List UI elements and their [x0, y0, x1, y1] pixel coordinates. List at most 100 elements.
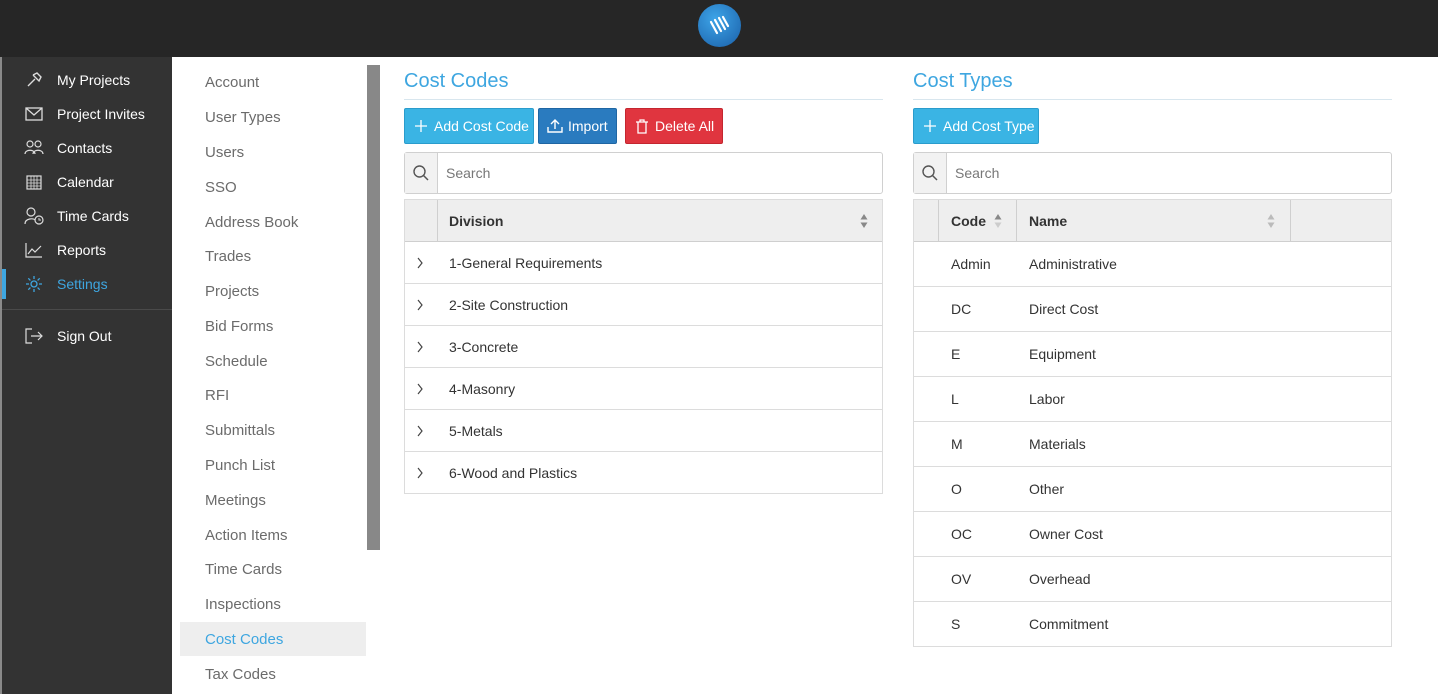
- chevron-right-icon[interactable]: [416, 326, 424, 367]
- sidebar-item-calendar[interactable]: Calendar: [2, 165, 172, 199]
- cost-type-name: Owner Cost: [1029, 526, 1103, 542]
- code-column-header[interactable]: Code: [951, 212, 986, 229]
- add-cost-type-label: Add Cost Type: [943, 118, 1035, 134]
- cost-types-title-rule: [913, 99, 1392, 100]
- settings-nav-item-sso[interactable]: SSO: [205, 178, 237, 196]
- sort-icon[interactable]: [1267, 213, 1275, 229]
- cost-type-name: Commitment: [1029, 616, 1109, 632]
- add-cost-code-button[interactable]: Add Cost Code: [404, 108, 534, 144]
- sidebar-item-label: Sign Out: [57, 328, 112, 344]
- cost-type-name: Materials: [1029, 436, 1086, 452]
- cost-type-code: S: [951, 616, 961, 632]
- sidebar-item-settings[interactable]: Settings: [2, 267, 172, 301]
- cost-type-code: O: [951, 481, 962, 497]
- division-row[interactable]: 1-General Requirements: [405, 242, 882, 284]
- settings-nav-item-cost-codes[interactable]: Cost Codes: [180, 622, 366, 656]
- delete-all-button[interactable]: Delete All: [625, 108, 723, 144]
- settings-nav-item-trades[interactable]: Trades: [205, 247, 252, 265]
- cost-type-code: DC: [951, 301, 972, 317]
- sidebar-item-label: Project Invites: [57, 106, 145, 122]
- import-button[interactable]: Import: [538, 108, 617, 144]
- settings-nav-item-tax-codes[interactable]: Tax Codes: [205, 665, 276, 683]
- app-logo[interactable]: [698, 4, 741, 47]
- upload-icon: [547, 118, 563, 134]
- settings-nav-item-account[interactable]: Account: [205, 73, 260, 91]
- cost-type-name: Other: [1029, 481, 1065, 497]
- settings-nav-item-user-types[interactable]: User Types: [205, 108, 281, 126]
- cost-type-row[interactable]: O Other: [914, 467, 1391, 512]
- settings-nav-item-submittals[interactable]: Submittals: [205, 421, 276, 439]
- cost-type-code: M: [951, 436, 963, 452]
- settings-nav-item-rfi[interactable]: RFI: [205, 386, 230, 404]
- cost-type-row[interactable]: Admin Administrative: [914, 242, 1391, 287]
- settings-nav-item-action-items[interactable]: Action Items: [205, 526, 288, 544]
- contacts-icon: [24, 138, 44, 158]
- settings-nav-item-punch-list[interactable]: Punch List: [205, 456, 276, 474]
- cost-type-row[interactable]: E Equipment: [914, 332, 1391, 377]
- header-divider: [938, 200, 939, 241]
- chevron-right-icon[interactable]: [416, 284, 424, 325]
- settings-nav-item-inspections[interactable]: Inspections: [205, 595, 281, 613]
- settings-nav-item-meetings[interactable]: Meetings: [205, 491, 266, 509]
- cost-type-row[interactable]: DC Direct Cost: [914, 287, 1391, 332]
- add-cost-type-button[interactable]: Add Cost Type: [913, 108, 1039, 144]
- cost-types-search-input[interactable]: [955, 163, 1355, 183]
- cost-type-row[interactable]: S Commitment: [914, 602, 1391, 647]
- cost-codes-table-header: Division: [405, 200, 882, 242]
- cost-types-search: [913, 152, 1392, 194]
- header-divider: [437, 200, 438, 241]
- hammer-icon: [24, 70, 44, 90]
- settings-nav-item-projects[interactable]: Projects: [205, 282, 260, 300]
- cost-type-row[interactable]: M Materials: [914, 422, 1391, 467]
- sidebar-item-time-cards[interactable]: Time Cards: [2, 199, 172, 233]
- sidebar-item-contacts[interactable]: Contacts: [2, 131, 172, 165]
- settings-nav-item-address-book[interactable]: Address Book: [205, 213, 299, 231]
- division-name: 5-Metals: [449, 422, 503, 439]
- cost-codes-search-input[interactable]: [446, 163, 846, 183]
- chevron-right-icon[interactable]: [416, 368, 424, 409]
- division-row[interactable]: 3-Concrete: [405, 326, 882, 368]
- sort-asc-icon[interactable]: [994, 213, 1002, 229]
- cost-codes-title: Cost Codes: [404, 70, 509, 92]
- sidebar-item-my-projects[interactable]: My Projects: [2, 63, 172, 97]
- division-name: 2-Site Construction: [449, 296, 569, 313]
- top-bar: [0, 0, 1438, 57]
- division-name: 1-General Requirements: [449, 254, 603, 271]
- cost-types-table-header: Code Name: [914, 200, 1391, 242]
- cost-type-code: E: [951, 346, 961, 362]
- add-cost-code-label: Add Cost Code: [434, 118, 529, 134]
- settings-nav-item-users[interactable]: Users: [205, 143, 245, 161]
- cost-type-name: Equipment: [1029, 346, 1096, 362]
- division-row[interactable]: 4-Masonry: [405, 368, 882, 410]
- division-row[interactable]: 2-Site Construction: [405, 284, 882, 326]
- settings-nav-item-bid-forms[interactable]: Bid Forms: [205, 317, 274, 335]
- division-column-header[interactable]: Division: [449, 212, 504, 229]
- sidebar-item-sign-out[interactable]: Sign Out: [2, 319, 172, 353]
- settings-nav-scrollbar[interactable]: [367, 65, 380, 550]
- search-icon: [914, 153, 947, 193]
- settings-nav-item-schedule[interactable]: Schedule: [205, 352, 268, 370]
- delete-all-label: Delete All: [655, 118, 715, 134]
- import-label: Import: [568, 118, 608, 134]
- cost-type-row[interactable]: OC Owner Cost: [914, 512, 1391, 557]
- plus-icon: [413, 118, 429, 134]
- sort-icon[interactable]: [860, 213, 868, 229]
- division-row[interactable]: 6-Wood and Plastics: [405, 452, 882, 494]
- chevron-right-icon[interactable]: [416, 410, 424, 451]
- sidebar-item-reports[interactable]: Reports: [2, 233, 172, 267]
- sidebar-item-label: Settings: [57, 276, 108, 292]
- plus-icon: [922, 118, 938, 134]
- cost-type-row[interactable]: OV Overhead: [914, 557, 1391, 602]
- chevron-right-icon[interactable]: [416, 452, 424, 493]
- division-row[interactable]: 5-Metals: [405, 410, 882, 452]
- gear-icon: [24, 274, 44, 294]
- cost-type-row[interactable]: L Labor: [914, 377, 1391, 422]
- name-column-header[interactable]: Name: [1029, 212, 1068, 229]
- sidebar-item-project-invites[interactable]: Project Invites: [2, 97, 172, 131]
- cost-type-code: OC: [951, 526, 972, 542]
- division-name: 3-Concrete: [449, 338, 519, 355]
- sidebar-item-label: Calendar: [57, 174, 114, 190]
- settings-nav-item-time-cards[interactable]: Time Cards: [205, 560, 282, 578]
- chevron-right-icon[interactable]: [416, 242, 424, 283]
- main-sidebar: My Projects Project Invites Contacts Cal…: [0, 57, 172, 694]
